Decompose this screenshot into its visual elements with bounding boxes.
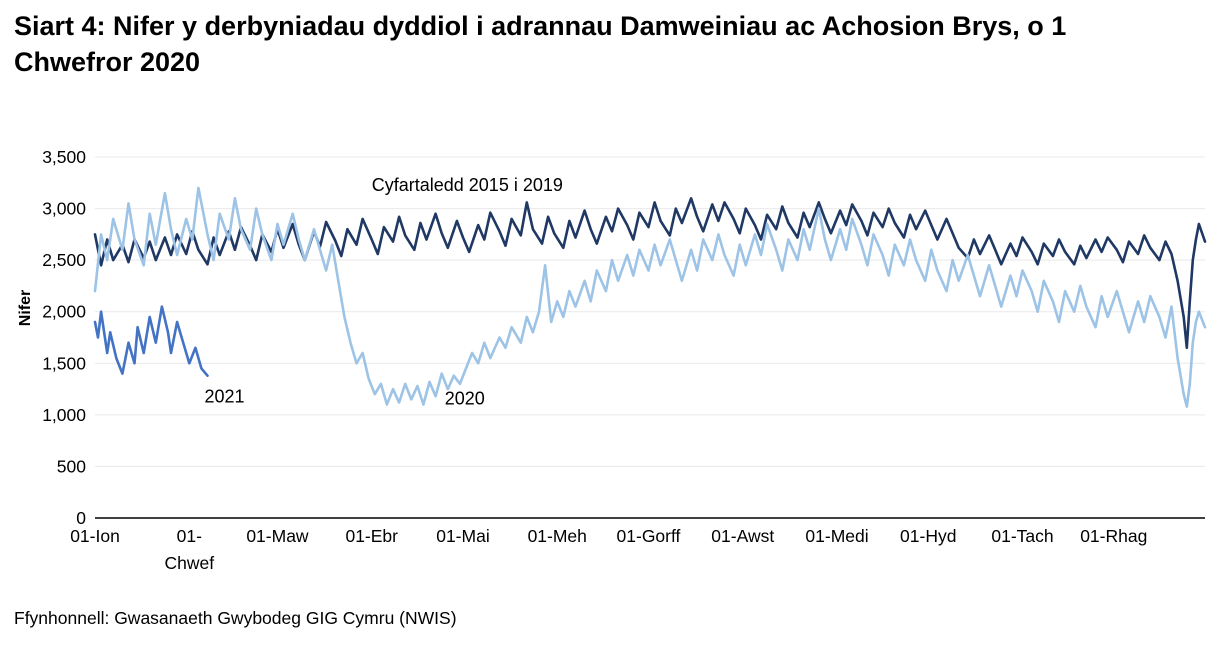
x-tick-label: 01-Medi [805,526,868,546]
x-tick-label: 01-Hyd [900,526,956,546]
y-tick-label: 1,000 [42,405,86,425]
x-tick-label: 01-Ion [70,526,120,546]
x-tick-label: 01-Gorff [617,526,681,546]
series-annotation: Cyfartaledd 2015 i 2019 [372,175,563,195]
x-tick-label: 01-Mai [436,526,490,546]
series-line-cyfartaledd-2015-i-2019 [93,196,1207,350]
y-axis-title: Nifer [17,290,34,326]
y-tick-label: 1,500 [42,353,86,373]
x-tick-label: 01-Ebr [345,526,398,546]
x-tick-label: 01- [177,526,202,546]
series-annotation: 2020 [445,388,485,408]
y-tick-label: 0 [76,508,86,528]
x-tick-label: Chwef [164,553,214,573]
series-line-2020 [93,186,1207,408]
x-tick-label: 01-Awst [711,526,774,546]
series-annotation: 2021 [204,386,244,406]
source-note: Ffynhonnell: Gwasanaeth Gwybodeg GIG Cym… [14,608,457,628]
x-tick-label: 01-Tach [991,526,1053,546]
y-tick-label: 2,500 [42,250,86,270]
y-tick-label: 500 [57,456,86,476]
x-tick-label: 01-Meh [528,526,587,546]
x-tick-label: 01-Maw [246,526,309,546]
series-line-2021 [93,305,209,377]
x-tick-label: 01-Rhag [1080,526,1147,546]
chart-canvas: 0 500 1,000 1,500 2,000 2,500 3,000 3,500 01-Ion… [17,147,1207,573]
y-tick-label: 2,000 [42,302,86,322]
chart-title: Siart 4: Nifer y derbyniadau dyddiol i a… [14,11,1067,78]
y-tick-label: 3,000 [42,199,86,219]
y-tick-label: 3,500 [42,147,86,167]
